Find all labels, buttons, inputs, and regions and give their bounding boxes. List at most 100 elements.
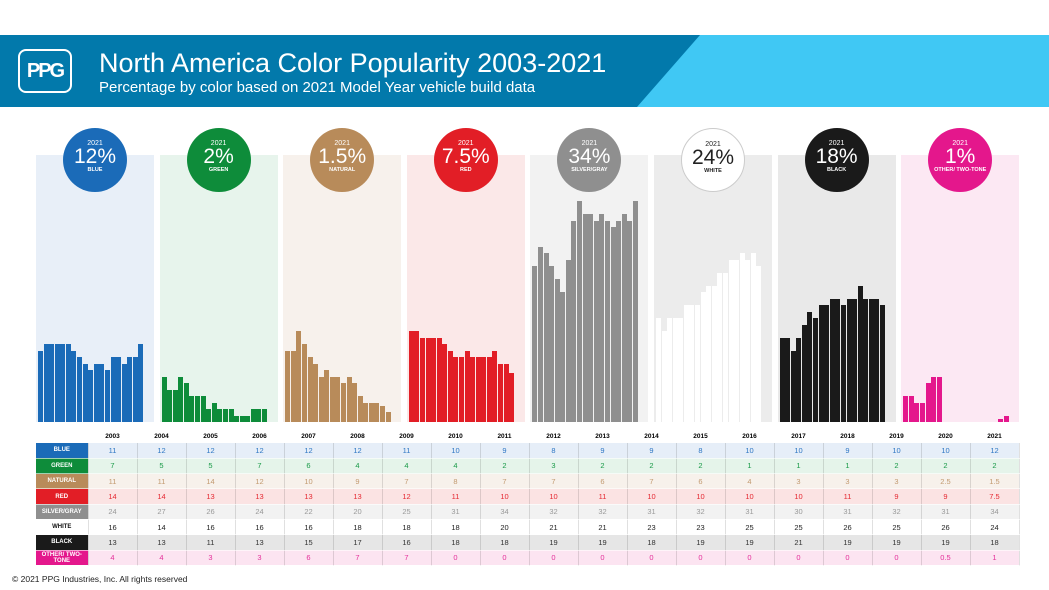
bar-0-2010 <box>77 357 83 422</box>
table-cell: 5 <box>137 458 187 475</box>
bar-2-2003 <box>285 350 291 422</box>
bar-2-2018 <box>368 402 374 422</box>
table-row: OTHER/ TWO-TONE 4 4 3 3 6 7 7 0 0 0 0 0 0 0 0 0 0 0.5 1 <box>36 550 1020 566</box>
circle-label: OTHER/ TWO-TONE <box>934 167 987 173</box>
table-cell: 9 <box>823 443 873 459</box>
panel-7 <box>901 155 1020 422</box>
circle-year: 2021 <box>952 140 968 147</box>
bar-6-2015 <box>846 298 852 422</box>
table-cell: 25 <box>382 504 432 520</box>
table-cell: 0.5 <box>921 550 971 566</box>
table-cell: 11 <box>88 443 138 459</box>
bar-3-2007 <box>431 337 437 422</box>
bar-6-2020 <box>874 298 880 422</box>
table-cell: 19 <box>578 534 628 551</box>
bar-0-2005 <box>49 344 55 422</box>
circle-year: 2021 <box>87 140 103 147</box>
table-cell: 13 <box>235 534 285 551</box>
bar-1-2008 <box>189 396 195 422</box>
bar-5-2019 <box>745 259 751 422</box>
table-cell: 21 <box>529 519 579 536</box>
bar-5-2016 <box>728 259 734 422</box>
bar-7-2003 <box>903 396 909 422</box>
table-cell: 11 <box>186 534 236 551</box>
table-cell: 23 <box>627 519 677 536</box>
bar-4-2020 <box>627 220 633 422</box>
page-title: North America Color Popularity 2003-2021 <box>99 48 607 78</box>
table-cell: 7 <box>235 458 285 475</box>
circle-label: BLACK <box>826 167 847 173</box>
table-cell: 1.5 <box>970 473 1020 490</box>
bar-5-2018 <box>739 253 745 422</box>
bar-1-2009 <box>195 396 201 422</box>
bar-4-2014 <box>593 220 599 422</box>
table-cell: 16 <box>88 519 138 536</box>
bar-5-2008 <box>683 305 689 422</box>
table-cell: 0 <box>872 550 922 566</box>
bar-1-2006 <box>178 376 184 422</box>
bar-2-2021 <box>385 412 391 422</box>
table-cell: 3 <box>774 473 824 490</box>
bar-2-2007 <box>307 357 313 422</box>
table-cell: 10 <box>725 443 775 459</box>
bar-1-2013 <box>217 409 223 422</box>
table-cell: 0 <box>627 550 677 566</box>
bar-0-2009 <box>71 350 77 422</box>
bar-5-2011 <box>700 292 706 422</box>
panel-1 <box>159 155 278 422</box>
bar-5-2004 <box>661 331 667 422</box>
bar-7-2006 <box>919 402 925 422</box>
table-cell: 18 <box>480 534 530 551</box>
bar-3-2012 <box>459 357 464 422</box>
table-cell: 17 <box>333 534 383 551</box>
table-cell: 2.5 <box>921 473 971 490</box>
bar-5-2010 <box>695 305 701 422</box>
bar-3-2015 <box>475 357 481 422</box>
table-cell: 13 <box>137 534 187 551</box>
table-cell: 10 <box>284 473 334 490</box>
table-cell: 7 <box>529 473 579 490</box>
table-cell: 32 <box>529 504 579 520</box>
circle-label: GREEN <box>208 167 229 173</box>
bar-0-2017 <box>116 357 122 422</box>
bar-2-2014 <box>346 376 352 422</box>
bar-3-2016 <box>481 357 487 422</box>
table-cell: 2 <box>578 458 628 475</box>
table-cell: 12 <box>186 443 236 459</box>
table-cell: 14 <box>186 473 236 490</box>
bar-4-2005 <box>543 253 549 422</box>
circle-year: 2021 <box>458 140 474 147</box>
circle-year: 2021 <box>705 141 721 148</box>
table-cell: 9 <box>627 443 677 459</box>
table-cell: 1 <box>725 458 775 475</box>
pct-circle: 2021 34% SILVER/GRAY <box>557 128 622 192</box>
table-cell: 18 <box>333 519 383 536</box>
table-cell: 31 <box>823 504 873 520</box>
table-cell: 13 <box>186 488 236 505</box>
bar-2-2008 <box>313 363 319 422</box>
bar-6-2011 <box>824 305 830 422</box>
bar-0-2020 <box>132 357 138 422</box>
table-cell: 12 <box>970 443 1020 459</box>
bar-4-2009 <box>565 259 571 422</box>
table-cell: 10 <box>627 488 677 505</box>
bar-2-2011 <box>329 376 335 422</box>
bar-5-2012 <box>706 285 712 422</box>
circle-pct: 1.5% <box>318 145 367 168</box>
bar-1-2007 <box>183 383 189 422</box>
header-banner: PPG North America Color Popularity 2003-… <box>0 35 1049 107</box>
bar-5-2021 <box>756 266 762 422</box>
table-cell: 18 <box>627 534 677 551</box>
table-cell: 10 <box>529 488 579 505</box>
table-cell: 11 <box>88 473 138 490</box>
table-cell: 13 <box>88 534 138 551</box>
year-header: 2013 <box>595 433 610 440</box>
year-header: 2005 <box>203 433 218 440</box>
table-cell: 31 <box>725 504 775 520</box>
table-cell: 8 <box>529 443 579 459</box>
bar-4-2004 <box>537 246 543 422</box>
table-cell: 7 <box>382 550 432 566</box>
table-cell: 23 <box>676 519 726 536</box>
table-cell: 18 <box>431 534 481 551</box>
table-row: SILVER/GRAY 24 27 26 24 22 20 25 31 34 32 32 31 32 31 3… <box>36 504 1020 520</box>
